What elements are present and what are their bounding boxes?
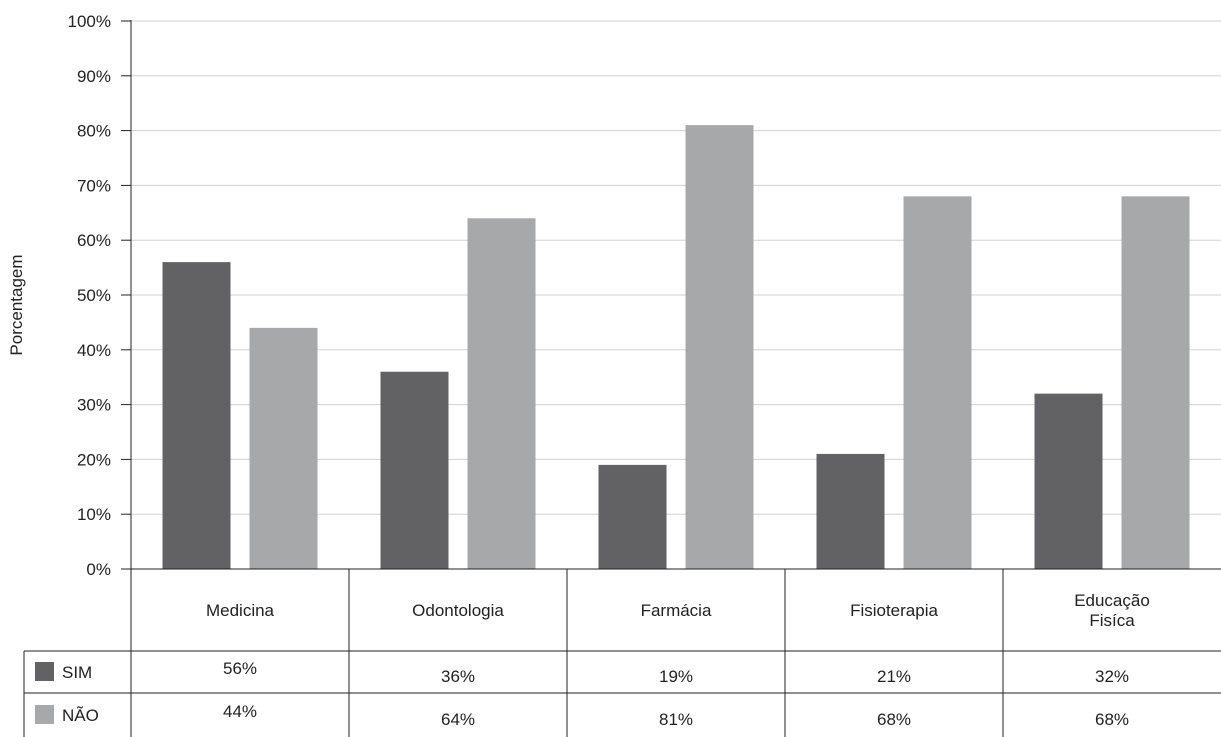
bar-não-3 (903, 196, 972, 570)
bar-não-4 (1121, 196, 1190, 570)
y-tick-label: 50% (77, 286, 111, 305)
bar-sim-4 (1034, 393, 1103, 569)
category-label: Medicina (206, 601, 275, 620)
y-tick-label: 70% (77, 176, 111, 195)
data-label: 81% (659, 710, 693, 729)
legend-swatch-não (35, 705, 54, 724)
category-label: Fisioterapia (850, 601, 938, 620)
data-label: 68% (1095, 710, 1129, 729)
data-label: 64% (441, 710, 475, 729)
bar-sim-0 (162, 262, 231, 569)
y-axis-title: Porcentagem (7, 254, 26, 355)
data-label: 36% (441, 667, 475, 686)
y-tick-label: 30% (77, 396, 111, 415)
data-label: 68% (877, 710, 911, 729)
data-table: Medicina Odontologia Farmácia Fisioterapia E… (23, 569, 1221, 737)
bar-sim-3 (816, 453, 885, 569)
y-tick-label: 40% (77, 341, 111, 360)
y-axis: 0% 10% 20% 30% 40% 50% 60% 70% 80% 90% 100% (68, 12, 1221, 737)
y-tick-label: 60% (77, 231, 111, 250)
y-tick-label: 10% (77, 505, 111, 524)
y-tick-label: 20% (77, 450, 111, 469)
legend-label: SIM (62, 663, 92, 682)
data-label: 21% (877, 667, 911, 686)
y-tick-label: 80% (77, 122, 111, 141)
legend-swatch-sim (35, 662, 54, 681)
y-tick-label: 90% (77, 67, 111, 86)
data-label: 44% (223, 702, 257, 721)
legend-label: NÃO (62, 706, 99, 725)
bars (162, 125, 1190, 570)
category-label: Odontologia (412, 601, 504, 620)
category-label: Fisíca (1089, 611, 1135, 630)
y-tick-label: 100% (68, 12, 111, 31)
bar-sim-1 (380, 371, 449, 569)
y-tick-label: 0% (86, 560, 111, 579)
bar-não-0 (249, 327, 318, 569)
bar-não-2 (685, 125, 754, 570)
bar-sim-2 (598, 464, 667, 569)
data-label: 19% (659, 667, 693, 686)
category-label: Farmácia (641, 601, 712, 620)
category-label: Educação (1074, 591, 1150, 610)
data-label: 56% (223, 659, 257, 678)
bar-não-1 (467, 218, 536, 569)
data-label: 32% (1095, 667, 1129, 686)
